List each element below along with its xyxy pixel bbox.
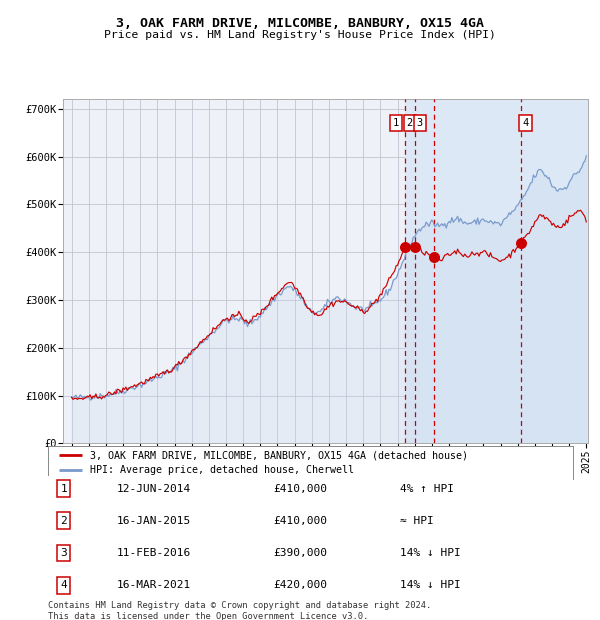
Text: 3: 3 [416,118,423,128]
Text: £410,000: £410,000 [274,516,328,526]
Text: 14% ↓ HPI: 14% ↓ HPI [400,548,461,558]
Text: 11-FEB-2016: 11-FEB-2016 [116,548,191,558]
Point [429,252,439,262]
Text: £420,000: £420,000 [274,580,328,590]
Point [410,242,420,252]
Point [517,237,526,247]
Point [401,242,410,252]
Text: 2: 2 [61,516,67,526]
Text: 4% ↑ HPI: 4% ↑ HPI [400,484,454,494]
Text: Contains HM Land Registry data © Crown copyright and database right 2024.
This d: Contains HM Land Registry data © Crown c… [48,601,431,620]
Text: 3, OAK FARM DRIVE, MILCOMBE, BANBURY, OX15 4GA (detached house): 3, OAK FARM DRIVE, MILCOMBE, BANBURY, OX… [90,450,468,460]
Text: 2: 2 [407,118,413,128]
Bar [406,99,595,443]
Text: 1: 1 [61,484,67,494]
Text: HPI: Average price, detached house, Cherwell: HPI: Average price, detached house, Cher… [90,465,354,475]
Text: Price paid vs. HM Land Registry's House Price Index (HPI): Price paid vs. HM Land Registry's House … [104,30,496,40]
Text: ≈ HPI: ≈ HPI [400,516,433,526]
Text: 1: 1 [393,118,399,128]
Text: 12-JUN-2014: 12-JUN-2014 [116,484,191,494]
Text: 16-MAR-2021: 16-MAR-2021 [116,580,191,590]
Text: £410,000: £410,000 [274,484,328,494]
Text: 4: 4 [523,118,529,128]
Text: 4: 4 [61,580,67,590]
Text: 16-JAN-2015: 16-JAN-2015 [116,516,191,526]
Text: 14% ↓ HPI: 14% ↓ HPI [400,580,461,590]
Text: 3, OAK FARM DRIVE, MILCOMBE, BANBURY, OX15 4GA: 3, OAK FARM DRIVE, MILCOMBE, BANBURY, OX… [116,17,484,30]
Text: 3: 3 [61,548,67,558]
Text: £390,000: £390,000 [274,548,328,558]
